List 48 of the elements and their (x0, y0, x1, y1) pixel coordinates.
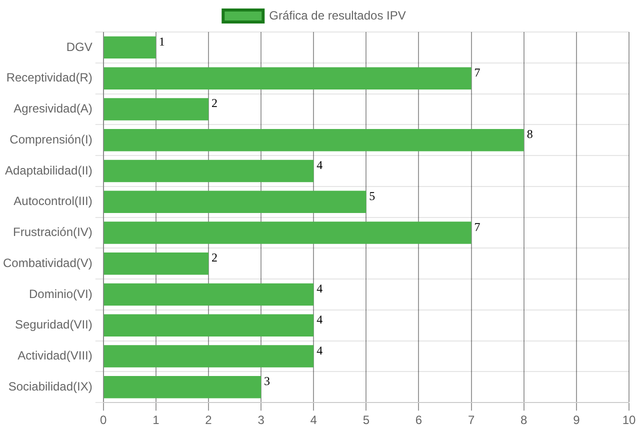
y-tick-label: Seguridad(VII) (14, 318, 92, 332)
bar (104, 67, 472, 90)
bar (104, 190, 366, 213)
y-tick-label: DGV (66, 40, 92, 54)
bar (104, 98, 208, 120)
bar (104, 283, 314, 306)
x-tick-label: 5 (362, 413, 370, 428)
y-tick-label: Receptividad(R) (6, 70, 92, 85)
data-label: 4 (316, 312, 323, 326)
data-label: 1 (158, 34, 165, 48)
bar (104, 345, 314, 368)
bar (104, 252, 208, 275)
x-tick-label: 4 (310, 413, 318, 428)
x-tick-label: 8 (520, 413, 528, 428)
x-tick-label: 7 (468, 413, 475, 428)
x-tick-label: 2 (205, 413, 212, 428)
y-tick-label: Frustración(IV) (13, 225, 92, 240)
y-tick-label: Adaptabilidad(II) (4, 163, 92, 178)
bar (104, 160, 314, 182)
y-tick-label: Dominio(VI) (29, 286, 92, 301)
data-label: 4 (316, 158, 323, 172)
x-tick-label: 6 (415, 413, 422, 428)
x-tick-label: 0 (100, 413, 108, 428)
bar (104, 376, 262, 398)
x-tick-label: 10 (622, 413, 636, 428)
y-tick-label: Combatividad(V) (2, 256, 92, 270)
legend-label: Gráfica de resultados IPV (269, 8, 406, 22)
bar (104, 314, 314, 337)
data-label: 7 (474, 65, 480, 80)
y-tick-label: Comprensión(I) (10, 132, 92, 146)
data-label: 3 (264, 374, 270, 388)
y-tick-label: Sociabilidad(IX) (8, 379, 92, 394)
y-tick-label: Agresividad(A) (14, 102, 92, 116)
data-label: 5 (369, 188, 376, 203)
data-label: 2 (211, 96, 218, 110)
data-label: 2 (211, 250, 218, 265)
y-tick-label: Actividad(VIII) (18, 348, 92, 363)
bar (104, 36, 156, 59)
x-tick-label: 9 (573, 413, 580, 428)
x-tick-label: 3 (258, 413, 265, 428)
data-label: 7 (474, 220, 480, 234)
bar (104, 222, 472, 244)
data-label: 8 (526, 127, 533, 142)
bar (104, 128, 524, 152)
data-label: 4 (316, 343, 323, 358)
x-tick-label: 1 (152, 413, 160, 428)
y-tick-label: Autocontrol(III) (14, 194, 92, 208)
data-label: 4 (316, 282, 323, 296)
